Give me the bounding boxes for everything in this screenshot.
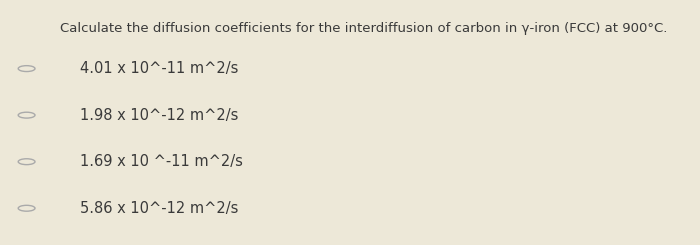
Text: Calculate the diffusion coefficients for the interdiffusion of carbon in γ-iron : Calculate the diffusion coefficients for…	[60, 22, 667, 35]
Text: 1.69 x 10 ^-11 m^2/s: 1.69 x 10 ^-11 m^2/s	[80, 154, 244, 169]
Text: 4.01 x 10^-11 m^2/s: 4.01 x 10^-11 m^2/s	[80, 61, 239, 76]
Text: 5.86 x 10^-12 m^2/s: 5.86 x 10^-12 m^2/s	[80, 201, 239, 216]
Text: 1.98 x 10^-12 m^2/s: 1.98 x 10^-12 m^2/s	[80, 108, 239, 123]
